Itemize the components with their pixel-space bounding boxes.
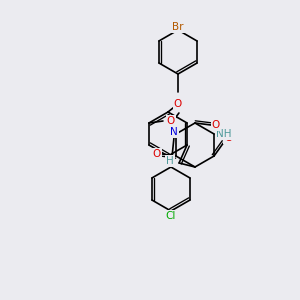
Text: H: H (166, 156, 174, 166)
Text: O: O (212, 120, 220, 130)
Text: O: O (224, 133, 232, 143)
Text: O: O (174, 99, 182, 109)
Text: NH: NH (216, 129, 232, 139)
Text: O: O (167, 116, 175, 126)
Text: O: O (153, 149, 161, 159)
Text: Br: Br (172, 22, 184, 32)
Text: N: N (170, 127, 178, 137)
Text: Cl: Cl (166, 211, 176, 221)
